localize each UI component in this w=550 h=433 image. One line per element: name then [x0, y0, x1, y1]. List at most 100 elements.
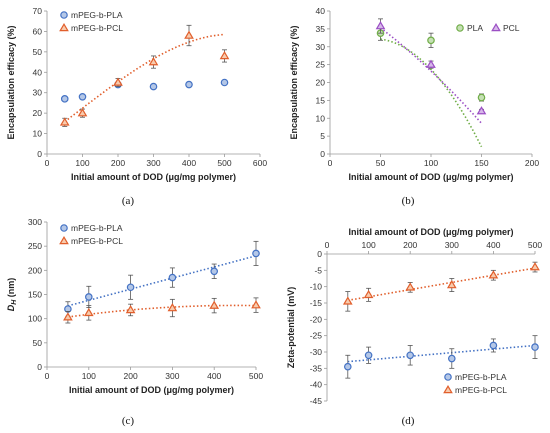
data-point	[477, 93, 486, 102]
series-0	[343, 335, 539, 379]
x-tick-label: 600	[253, 158, 267, 168]
data-point	[406, 351, 415, 360]
data-point	[489, 341, 498, 350]
y-tick-label: 50	[33, 338, 43, 348]
chart-panel-d: 0 -5 -10 -15 -20 -25 -30 -35 -40 -45 0 100 200 300 400…	[286, 227, 542, 427]
data-point	[168, 273, 177, 282]
y-tick-label: 0	[37, 362, 42, 372]
legend-label: mPEG-b-PLA	[71, 10, 123, 20]
data-point	[209, 300, 220, 309]
y-tick-label: 30	[316, 42, 326, 52]
series-1	[59, 24, 230, 127]
series-1	[342, 261, 540, 312]
data-point	[185, 80, 193, 89]
y-axis-title-sub: H	[11, 299, 18, 305]
legend-label: mPEG-b-PCL	[455, 385, 507, 395]
y-axis-title: Encapsulation efficacy (%)	[289, 25, 299, 139]
y-tick-label: 0	[320, 149, 325, 159]
series-1	[63, 297, 261, 324]
legend-marker	[456, 24, 464, 32]
legend: PLA PCL	[456, 23, 520, 33]
data-point	[447, 354, 456, 363]
trend-line	[64, 33, 225, 123]
x-tick-label: 150	[474, 158, 488, 168]
chart-panel-a: 0 10 20 30 40 50 60 70 0 100 200 300 400 500 600 Initia…	[6, 6, 267, 207]
series-0	[376, 25, 486, 148]
y-axis-title: DH (nm)	[6, 278, 18, 312]
series-0	[64, 240, 260, 317]
legend-marker	[60, 11, 68, 19]
y-tick-label: -35	[310, 363, 323, 373]
y-tick-label: 60	[33, 26, 43, 36]
x-tick-label: 0	[45, 158, 50, 168]
data-point	[251, 300, 261, 309]
y-tick-label: 50	[33, 47, 43, 57]
data-point	[530, 262, 540, 271]
legend-label: PLA	[467, 23, 483, 33]
data-point	[149, 82, 158, 91]
legend-label: mPEG-b-PCL	[71, 23, 123, 33]
data-point	[476, 106, 487, 115]
y-tick-label: 300	[28, 217, 42, 227]
trend-line	[67, 304, 256, 318]
x-axis-title: Initial amount of DOD (μg/mg polymer)	[69, 385, 234, 395]
data-point	[375, 21, 386, 30]
data-point	[219, 50, 230, 60]
data-point	[252, 249, 260, 258]
x-tick-label: 400	[486, 240, 500, 250]
y-axis-title: Encapsulation efficacy (%)	[6, 25, 16, 139]
y-tick-label: 250	[28, 241, 42, 251]
x-tick-label: 100	[424, 158, 438, 168]
y-tick-label: 150	[28, 290, 42, 300]
legend-label: mPEG-b-PLA	[455, 372, 507, 382]
x-tick-label: 100	[362, 240, 376, 250]
legend-label: mPEG-b-PCL	[71, 236, 123, 246]
x-tick-label: 500	[249, 371, 263, 381]
legend: mPEG-b-PLA mPEG-b-PCL	[443, 372, 507, 395]
data-point	[363, 289, 374, 299]
data-point	[60, 95, 69, 103]
series-1	[375, 18, 487, 124]
y-tick-label: -10	[310, 282, 323, 292]
y-tick-label: 70	[33, 6, 43, 16]
y-tick-label: 100	[28, 314, 42, 324]
panel-label: (c)	[122, 415, 135, 427]
y-tick-label: 10	[33, 129, 43, 139]
y-tick-label: 5	[320, 131, 325, 141]
x-tick-label: 500	[528, 240, 542, 250]
legend: mPEG-b-PLA mPEG-b-PCL	[59, 223, 123, 246]
y-tick-label: -15	[310, 298, 323, 308]
y-tick-label: 200	[28, 265, 42, 275]
trend-line	[347, 344, 536, 363]
data-point	[83, 307, 94, 317]
y-tick-label: 40	[33, 67, 43, 77]
y-tick-label: 0	[317, 249, 322, 259]
y-tick-label: 0	[37, 149, 42, 159]
data-point	[184, 30, 194, 39]
data-point	[125, 304, 136, 314]
y-tick-label: -30	[310, 347, 323, 357]
legend-marker	[59, 236, 69, 245]
data-point	[113, 77, 123, 86]
data-point	[126, 283, 135, 292]
x-tick-label: 300	[165, 371, 179, 381]
data-point	[167, 303, 178, 312]
data-point	[427, 36, 435, 45]
panel-label: (d)	[402, 415, 415, 427]
y-tick-label: 20	[33, 108, 43, 118]
data-point	[343, 362, 352, 371]
y-tick-label: 35	[316, 24, 326, 34]
legend-marker	[59, 23, 69, 32]
y-axis-title-main: D	[6, 304, 16, 311]
x-tick-label: 100	[75, 158, 89, 168]
data-point	[77, 108, 88, 117]
legend: mPEG-b-PLA mPEG-b-PCL	[59, 10, 123, 33]
x-tick-label: 200	[525, 158, 539, 168]
y-axis-title: Zeta-potential (mV)	[286, 287, 296, 369]
x-tick-label: 300	[146, 158, 160, 168]
data-point	[531, 343, 539, 351]
data-point	[446, 280, 457, 289]
x-tick-label: 400	[182, 158, 196, 168]
y-tick-label: 20	[316, 78, 326, 88]
